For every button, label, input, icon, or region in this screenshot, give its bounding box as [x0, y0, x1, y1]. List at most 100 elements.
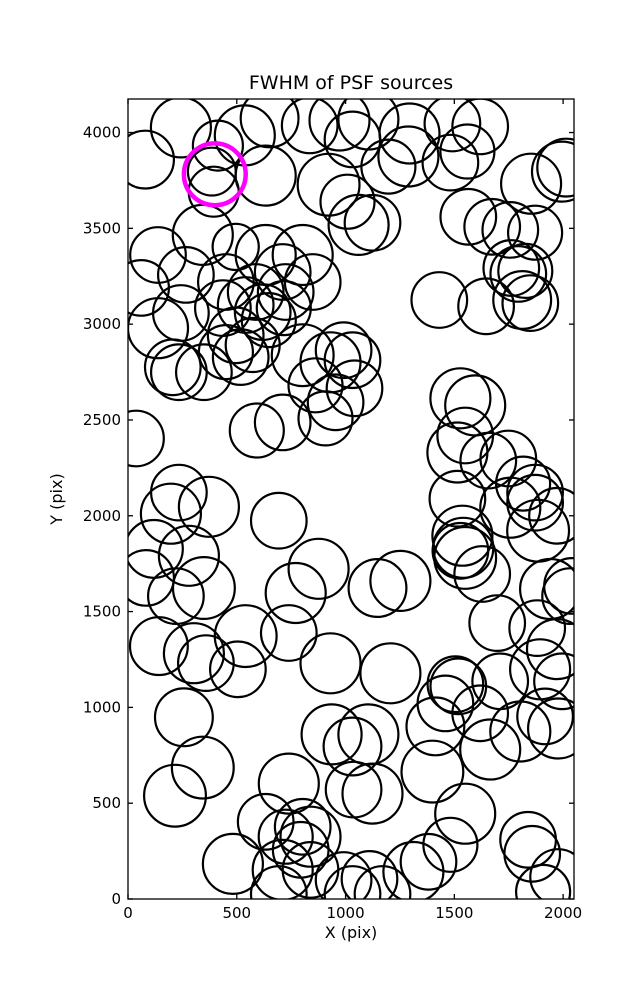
psf-source-marker [325, 359, 384, 418]
x-axis-label: X (pix) [325, 923, 378, 942]
psf-source-marker [426, 655, 485, 714]
psf-source-marker [319, 173, 376, 230]
psf-source-marker [410, 271, 469, 329]
psf-source-marker [451, 99, 510, 156]
psf-source-marker [226, 263, 285, 321]
psf-source-marker [287, 537, 350, 600]
psf-source-marker [128, 549, 175, 607]
psf-source-marker [431, 521, 490, 580]
x-tick-label: 500 [222, 904, 251, 922]
psf-source-marker [264, 561, 327, 625]
psf-source-marker [259, 604, 318, 662]
psf-source-marker [421, 133, 480, 192]
psf-source-marker [157, 524, 220, 587]
psf-source-marker [527, 697, 574, 760]
psf-source-marker [257, 808, 314, 865]
psf-source-marker [359, 642, 422, 705]
psf-source-marker [251, 838, 314, 899]
psf-source-marker [528, 486, 574, 545]
psf-source-marker [162, 622, 225, 685]
plot-title: FWHM of PSF sources [249, 72, 453, 94]
psf-source-marker [128, 616, 189, 677]
psf-source-marker [434, 782, 497, 845]
psf-source-marker [228, 402, 285, 459]
psf-source-marker [170, 735, 235, 800]
psf-source-marker [174, 343, 233, 402]
psf-source-marker [273, 797, 332, 856]
psf-source-marker [211, 328, 270, 387]
psf-source-marker [479, 476, 542, 539]
psf-source-marker [143, 338, 202, 397]
psf-source-marker [468, 594, 527, 652]
axis-ticks [127, 99, 574, 900]
psf-source-marker [439, 123, 496, 180]
psf-source-marker [239, 99, 300, 149]
psf-source-marker [234, 144, 297, 207]
psf-source-marker [153, 687, 214, 748]
psf-source-marker [236, 792, 295, 851]
psf-source-marker [323, 110, 382, 169]
psf-source-marker [369, 549, 432, 613]
y-tick-label: 4000 [83, 124, 121, 142]
x-tick-label: 1500 [435, 904, 473, 922]
psf-source-marker [508, 599, 567, 657]
y-tick-label: 500 [92, 794, 121, 812]
psf-source-marker [543, 557, 574, 615]
y-tick-label: 3000 [83, 315, 121, 333]
psf-source-marker [489, 700, 552, 763]
psf-source-marker [515, 863, 572, 899]
psf-source-marker [270, 323, 335, 388]
psf-source-marker [506, 473, 564, 532]
psf-source-marker [530, 140, 574, 203]
psf-source-marker [459, 718, 522, 781]
x-tick-label: 0 [123, 904, 133, 922]
psf-source-marker [353, 865, 412, 899]
plot-frame [127, 98, 575, 900]
x-tick-label: 1000 [326, 904, 364, 922]
psf-source-marker [533, 652, 574, 711]
psf-source-marker [426, 421, 489, 484]
psf-source-marker [240, 292, 297, 349]
psf-source-marker [457, 277, 516, 336]
psf-source-marker [256, 263, 315, 321]
psf-source-marker [255, 280, 312, 337]
highlighted-psf-circle [181, 141, 248, 208]
psf-source-marker [501, 274, 560, 333]
psf-source-marker [300, 703, 363, 766]
psf-source-marker [506, 463, 564, 522]
psf-source-marker [508, 638, 572, 701]
psf-source-marker [423, 99, 482, 153]
psf-source-marker [257, 752, 320, 815]
psf-source-marker [431, 504, 494, 567]
psf-source-marker [314, 321, 373, 380]
psf-source-marker [347, 557, 408, 618]
psf-source-marker [453, 545, 512, 603]
psf-source-marker [497, 242, 554, 299]
psf-source-marker [299, 632, 362, 695]
psf-source-marker [249, 491, 308, 550]
psf-source-marker [129, 226, 187, 284]
psf-source-marker [187, 165, 240, 218]
psf-source-marker [176, 634, 235, 692]
y-axis-label: Y (pix) [47, 473, 66, 525]
psf-source-marker [428, 469, 487, 528]
psf-source-marker [143, 763, 208, 828]
psf-source-marker [234, 223, 297, 287]
psf-source-marker [341, 762, 404, 825]
psf-source-marker [280, 99, 339, 155]
highlighted-psf-marker [181, 141, 248, 208]
psf-source-marker [249, 865, 308, 899]
psf-source-marker [314, 851, 373, 899]
psf-source-marker [481, 200, 540, 259]
psf-source-marker [439, 187, 498, 246]
y-tick-label: 1500 [83, 603, 121, 621]
psf-source-marker [271, 223, 334, 287]
psf-source-marker [377, 125, 440, 188]
psf-source-marker [503, 824, 562, 883]
psf-source-marker [322, 716, 383, 777]
psf-source-marker [529, 848, 574, 899]
psf-source-marker [405, 696, 466, 757]
psf-source-circles [128, 99, 574, 899]
